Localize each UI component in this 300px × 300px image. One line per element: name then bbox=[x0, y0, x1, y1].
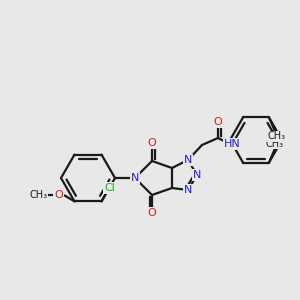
Text: N: N bbox=[184, 185, 192, 195]
Text: O: O bbox=[54, 190, 63, 200]
Text: CH₃: CH₃ bbox=[268, 131, 286, 142]
Text: CH₃: CH₃ bbox=[29, 190, 48, 200]
Text: HN: HN bbox=[224, 139, 240, 149]
Text: O: O bbox=[148, 138, 156, 148]
Text: O: O bbox=[214, 117, 222, 127]
Text: N: N bbox=[193, 170, 201, 180]
Text: N: N bbox=[184, 155, 192, 165]
Text: CH₃: CH₃ bbox=[266, 139, 284, 148]
Text: N: N bbox=[131, 173, 139, 183]
Text: Cl: Cl bbox=[104, 183, 115, 193]
Text: O: O bbox=[148, 208, 156, 218]
